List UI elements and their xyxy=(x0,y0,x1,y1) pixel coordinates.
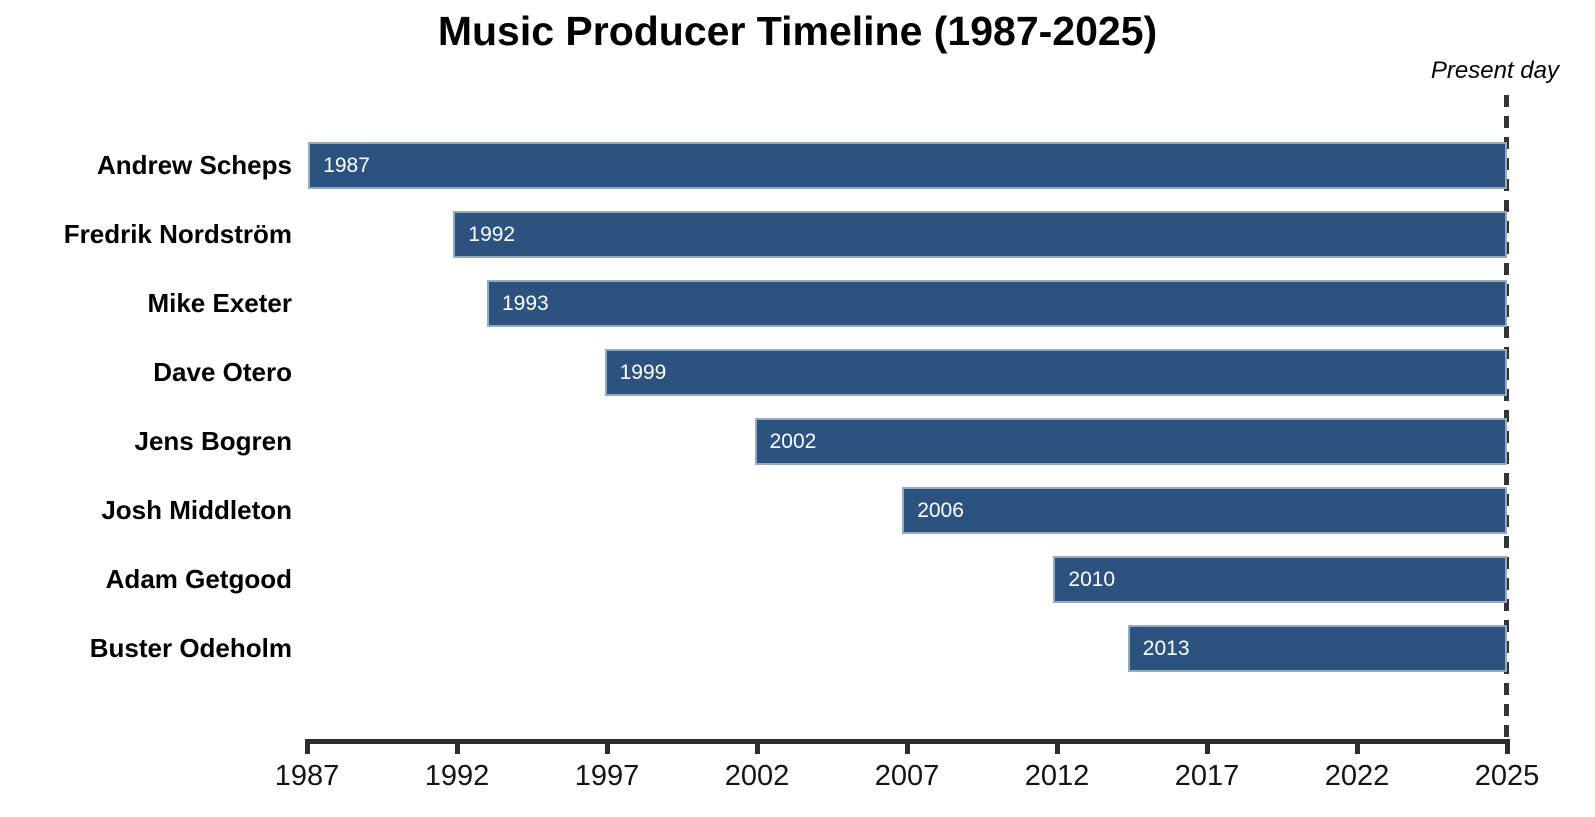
x-axis-tick-label: 2002 xyxy=(724,760,790,792)
timeline-bar: 2013 xyxy=(1127,625,1507,672)
timeline-bar: 1987 xyxy=(308,142,1507,189)
x-axis-tick-label: 2022 xyxy=(1324,760,1390,792)
timeline-bar: 1993 xyxy=(487,280,1507,327)
x-axis-tick-label: 1987 xyxy=(274,760,340,792)
x-axis-tick-label: 2012 xyxy=(1024,760,1090,792)
producer-label: Josh Middleton xyxy=(101,495,292,525)
chart-title: Music Producer Timeline (1987-2025) xyxy=(437,8,1158,54)
bar-start-year-label: 1993 xyxy=(502,291,549,315)
producer-label: Jens Bogren xyxy=(134,426,293,456)
bar-start-year-label: 1992 xyxy=(468,222,516,246)
producer-label: Buster Odeholm xyxy=(89,633,292,663)
x-axis-tick-label: 1997 xyxy=(574,760,640,792)
timeline-bar: 1999 xyxy=(604,349,1507,396)
present-day-annotation: Present day xyxy=(1430,57,1559,84)
x-axis-tick-label: 2017 xyxy=(1174,760,1240,792)
bar-start-year-label: 2013 xyxy=(1142,636,1190,660)
timeline-bar: 2010 xyxy=(1053,556,1507,603)
x-axis-tick-label: 1992 xyxy=(424,760,490,792)
bar-start-year-label: 1999 xyxy=(619,360,667,384)
x-axis-tick-mark xyxy=(1504,739,1510,754)
x-axis-tick-label: 2007 xyxy=(874,760,940,792)
timeline-bar: 1992 xyxy=(453,211,1507,258)
x-axis-tick-mark xyxy=(1054,739,1060,754)
producer-label: Fredrik Nordström xyxy=(63,219,292,249)
x-axis-tick-mark xyxy=(754,739,760,754)
x-axis-tick-mark xyxy=(1354,739,1360,754)
bar-start-year-label: 2010 xyxy=(1068,567,1116,591)
x-axis-tick-mark xyxy=(1204,739,1210,754)
producer-label: Mike Exeter xyxy=(147,288,292,318)
x-axis-tick-label: 2025 xyxy=(1474,760,1540,792)
producer-label: Adam Getgood xyxy=(105,564,292,594)
timeline-bar: 2006 xyxy=(902,487,1507,534)
x-axis-tick-mark xyxy=(904,739,910,754)
producer-label: Andrew Scheps xyxy=(96,150,292,180)
bar-start-year-label: 2002 xyxy=(769,429,817,453)
bar-start-year-label: 2006 xyxy=(917,498,964,522)
producer-label: Dave Otero xyxy=(153,357,292,387)
x-axis-tick-mark xyxy=(304,739,310,754)
x-axis-tick-mark xyxy=(454,739,460,754)
timeline-bar: 2002 xyxy=(754,418,1507,465)
x-axis-tick-mark xyxy=(604,739,610,754)
bar-start-year-label: 1987 xyxy=(323,153,370,177)
